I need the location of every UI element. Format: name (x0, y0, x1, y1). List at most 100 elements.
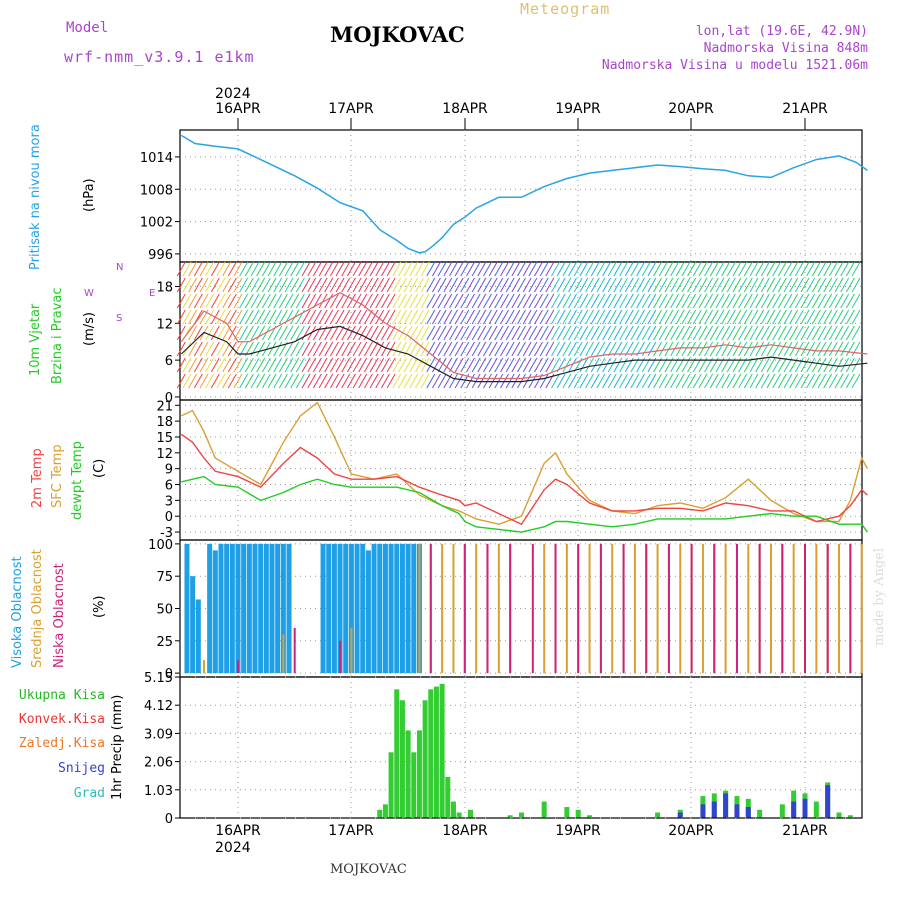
wind-barb (443, 293, 453, 309)
wind-barb (828, 325, 838, 341)
wind-barb (318, 293, 328, 309)
wind-barb (834, 325, 844, 341)
precip-bar-total (587, 815, 593, 818)
cloud-bar-high (280, 543, 286, 674)
wind-barb (828, 309, 838, 325)
wind-barb (630, 309, 640, 325)
wind-barb (494, 341, 504, 357)
wind-barb (579, 373, 589, 389)
wind-barb (772, 261, 782, 277)
wind-barb (613, 293, 623, 309)
pressure-label: Pritisak na nivou mora (28, 124, 43, 270)
wind-barb (210, 293, 220, 309)
wind-barb (811, 373, 821, 389)
wind-barb (471, 309, 481, 325)
wind-barb (658, 373, 668, 389)
wind-barb (823, 277, 833, 293)
wind-barb (607, 325, 617, 341)
wind-barb (199, 293, 209, 309)
wind-barb (488, 325, 498, 341)
wind-barb (828, 261, 838, 277)
cloud-bar-high (354, 543, 360, 674)
wind-barb (817, 341, 827, 357)
model-name: wrf-nmm_v3.9.1 e1km (64, 48, 255, 66)
wind-barb (528, 293, 538, 309)
wind-barb (352, 341, 362, 357)
wind-barb (630, 261, 640, 277)
wind-barb (426, 261, 436, 277)
wind-barb (692, 341, 702, 357)
lonlat-label: lon,lat (19.6E, 42.9N) (695, 24, 868, 39)
wind-barb (760, 293, 770, 309)
cloud-label-mid: Srednja Oblacnost (30, 549, 45, 668)
wind-barb (596, 293, 606, 309)
wind-barb (732, 341, 742, 357)
wind-barb (670, 261, 680, 277)
wind-barb (233, 277, 243, 293)
wind-barb (369, 325, 379, 341)
wind-barb (324, 341, 334, 357)
precip-bar-snow (711, 801, 717, 818)
wind-barb (449, 341, 458, 357)
wind-barb (278, 277, 288, 293)
wind-barb (528, 277, 538, 293)
wind-barb (596, 373, 606, 389)
wind-barb (766, 341, 776, 357)
wind-barb (460, 341, 470, 357)
wind-gust-series (180, 292, 868, 380)
compass-n: N (116, 262, 124, 273)
cloud-bar-high (371, 543, 377, 674)
bottom-date-tick-label: 18APR (442, 823, 488, 839)
wind-barb (772, 341, 782, 357)
cloud-bar-low (758, 543, 761, 674)
cloud-bar-low (849, 543, 852, 674)
wind-barb (596, 325, 606, 341)
wind-barb (290, 373, 300, 389)
wind-barb (636, 293, 646, 309)
wind-barb (278, 357, 288, 373)
wind-barb (267, 261, 277, 277)
wind-barb (517, 325, 526, 341)
wind-barb (732, 373, 742, 389)
wind-barb (641, 309, 651, 325)
top-date-tick-label: 20APR (668, 101, 714, 117)
wind-barb (721, 277, 731, 293)
cloud-bar-high (207, 543, 213, 674)
cloud-bar-mid (497, 543, 500, 674)
wind-barb (568, 293, 577, 309)
cloud-bar-low (599, 543, 602, 674)
precip-label-conv: Konvek.Kisa (18, 712, 105, 727)
cloud-bar-high (394, 543, 400, 674)
wind-barb (380, 325, 390, 341)
wind-barb (851, 341, 861, 357)
wind-barb (295, 293, 305, 309)
wind-barb (335, 325, 345, 341)
wind-barb (743, 261, 753, 277)
wind-barb (392, 357, 402, 373)
wind-barb (709, 325, 719, 341)
wind-barb (653, 261, 663, 277)
wind-barb (624, 309, 634, 325)
precip-bar-total (428, 689, 434, 818)
precip-bar-snow (745, 807, 751, 818)
wind-barb (397, 309, 407, 325)
wind-barb (301, 341, 311, 357)
wind-barb (613, 261, 623, 277)
cloud-bar-high (224, 543, 230, 674)
cloud-bar-high (348, 543, 354, 674)
wind-barb (602, 325, 611, 341)
wind-barb (454, 325, 464, 341)
wind-barb (511, 309, 521, 325)
wind-barb (641, 341, 651, 357)
wind-barb (210, 373, 220, 389)
wind-barb (715, 261, 725, 277)
wind-barb (840, 325, 850, 341)
wind-barb (766, 277, 776, 293)
wind-barb (227, 261, 237, 277)
wind-barb (329, 277, 339, 293)
cloud-bar-mid (475, 543, 478, 674)
wind-barb (420, 357, 430, 373)
wind-barb (386, 373, 396, 389)
wind-barb (766, 309, 776, 325)
wind-barb (307, 309, 317, 325)
